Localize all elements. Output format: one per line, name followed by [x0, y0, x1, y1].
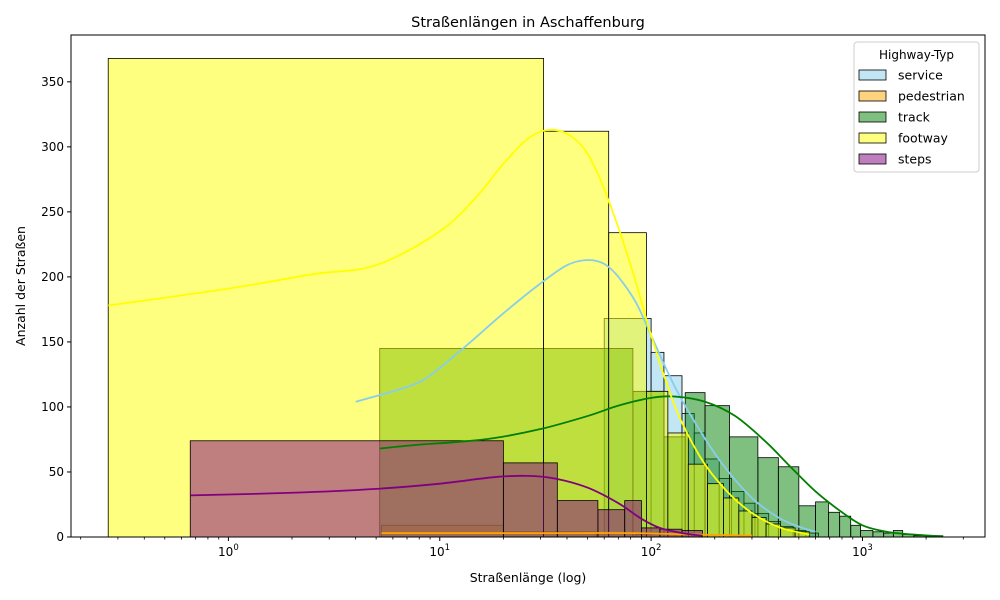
y-tick-label: 150 — [41, 335, 64, 349]
y-axis-label: Anzahl der Straßen — [13, 226, 28, 346]
y-tick-label: 350 — [41, 75, 64, 89]
x-tick-label: 101 — [429, 543, 450, 559]
kde-line-steps — [190, 474, 703, 537]
y-tick-label: 300 — [41, 140, 64, 154]
kde-curves — [108, 128, 943, 538]
bar-track — [777, 466, 800, 538]
legend: Highway-Typ service pedestrian track footway… — [853, 41, 980, 173]
bar-footway — [738, 510, 753, 538]
bar-footway — [608, 232, 647, 538]
x-axis-label: Straßenlänge (log) — [470, 570, 587, 585]
bar-steps — [189, 440, 504, 538]
plot-frame — [70, 34, 986, 538]
legend-swatch-footway — [858, 132, 887, 144]
legend-label-track: track — [898, 110, 931, 125]
y-tick-label: 200 — [41, 270, 64, 284]
y-tick-label: 50 — [49, 465, 64, 479]
legend-swatch-service — [858, 69, 887, 81]
bar-track — [883, 532, 894, 538]
legend-swatch-pedestrian — [858, 90, 887, 102]
y-tick-label: 250 — [41, 205, 64, 219]
x-tick-label: 103 — [852, 543, 873, 559]
x-tick-label: 100 — [218, 543, 239, 559]
bar-footway — [707, 483, 724, 538]
bar-steps — [502, 462, 558, 538]
legend-label-steps: steps — [898, 152, 932, 167]
bar-footway — [765, 523, 782, 538]
bar-footway — [687, 463, 708, 538]
legend-label-service: service — [898, 68, 943, 83]
kde-line-footway — [108, 128, 810, 536]
chart-title: Straßenlängen in Aschaffenburg — [411, 15, 645, 31]
x-tick-label: 102 — [641, 543, 662, 559]
bar-footway — [723, 497, 740, 538]
kde-line-service — [355, 259, 816, 533]
y-tick-label: 0 — [56, 530, 64, 544]
legend-label-footway: footway — [898, 131, 948, 146]
legend-swatch-track — [858, 111, 887, 123]
bar-track — [860, 530, 874, 538]
bar-steps — [556, 500, 599, 538]
histogram-bars — [107, 58, 944, 538]
legend-title: Highway-Typ — [879, 48, 954, 62]
axes: 0 50 100 150 200 250 300 350 100 101 102 103 — [41, 34, 986, 559]
bar-track — [839, 515, 852, 538]
y-tick-label: 100 — [41, 400, 64, 414]
legend-label-pedestrian: pedestrian — [898, 89, 965, 104]
bar-footway — [667, 432, 689, 538]
bar-track — [828, 511, 841, 538]
bar-footway — [646, 390, 669, 538]
bar-track — [815, 501, 829, 538]
bar-steps — [624, 500, 642, 538]
legend-swatch-steps — [858, 153, 887, 165]
bar-track — [872, 531, 885, 538]
bar-track — [850, 524, 862, 538]
kde-line-track — [379, 395, 943, 538]
